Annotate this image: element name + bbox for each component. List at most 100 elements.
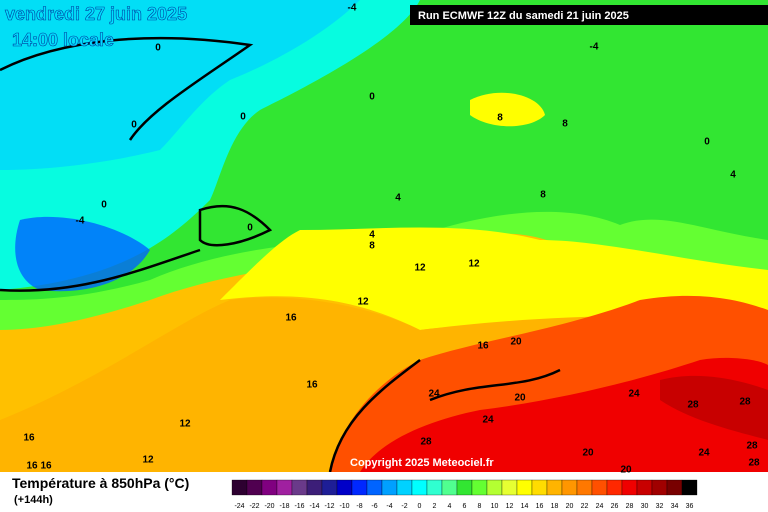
colorbar-cell xyxy=(531,479,548,496)
map-date: vendredi 27 juin 2025 xyxy=(5,4,187,24)
colorbar-label: 0 xyxy=(418,503,422,510)
colorbar-cell xyxy=(231,479,248,496)
contour-label: 12 xyxy=(468,259,480,270)
contour-label: 16 xyxy=(477,341,489,352)
contour-label: 8 xyxy=(562,119,568,130)
colorbar-label: -4 xyxy=(386,503,392,510)
colorbar-label: -12 xyxy=(324,503,334,510)
contour-label: 8 xyxy=(540,190,546,201)
colorbar-label: 30 xyxy=(641,503,649,510)
copyright: Copyright 2025 Meteociel.fr xyxy=(350,457,494,469)
colorbar-label: 26 xyxy=(611,503,619,510)
colorbar-label: 10 xyxy=(491,503,499,510)
colorbar-label: -14 xyxy=(309,503,319,510)
colorbar-label: 20 xyxy=(566,503,574,510)
contour-label: 28 xyxy=(746,441,758,452)
colorbar-label: -18 xyxy=(279,503,289,510)
colorbar-cell xyxy=(336,479,353,496)
colorbar-cell xyxy=(486,479,503,496)
colorbar-label: 8 xyxy=(478,503,482,510)
colorbar: -24 -22 -20 -18 -16 -14 -12 -10 -8 -6 -4 -2 0 2 4 6 8 10 1… xyxy=(231,479,698,510)
contour-label: 16 xyxy=(26,461,38,472)
legend-lead: (+144h) xyxy=(14,494,53,506)
colorbar-label: 14 xyxy=(521,503,529,510)
colorbar-cell xyxy=(681,479,698,496)
contour-label: 0 xyxy=(369,92,375,103)
colorbar-label: 36 xyxy=(686,503,694,510)
colorbar-cell xyxy=(351,479,368,496)
colorbar-label: -8 xyxy=(356,503,362,510)
colorbar-cell xyxy=(441,479,458,496)
colorbar-label: 18 xyxy=(551,503,559,510)
colorbar-cell xyxy=(456,479,473,496)
colorbar-cell xyxy=(636,479,653,496)
colorbar-cell xyxy=(546,479,563,496)
contour-label: 16 xyxy=(285,313,297,324)
contour-label: 28 xyxy=(748,458,760,469)
contour-label: -4 xyxy=(76,216,85,227)
contour-label: 24 xyxy=(428,389,440,400)
colorbar-label: -6 xyxy=(371,503,377,510)
colorbar-label: 2 xyxy=(433,503,437,510)
contour-label: -4 xyxy=(590,42,599,53)
colorbar-label: -22 xyxy=(249,503,259,510)
contour-label: 20 xyxy=(510,337,522,348)
contour-label: 0 xyxy=(131,120,137,131)
colorbar-label: 28 xyxy=(626,503,634,510)
colorbar-label: 4 xyxy=(448,503,452,510)
colorbar-cell xyxy=(516,479,533,496)
colorbar-label: 16 xyxy=(536,503,544,510)
colorbar-cell xyxy=(321,479,338,496)
colorbar-label: -20 xyxy=(264,503,274,510)
colorbar-label: -24 xyxy=(234,503,244,510)
colorbar-cell xyxy=(591,479,608,496)
contour-label: 0 xyxy=(101,200,107,211)
contour-label: 0 xyxy=(704,137,710,148)
contour-label: 16 xyxy=(40,461,52,472)
contour-label: 28 xyxy=(420,437,432,448)
contour-label: 12 xyxy=(142,455,154,466)
colorbar-cell xyxy=(246,479,263,496)
colorbar-cell xyxy=(291,479,308,496)
colorbar-cell xyxy=(366,479,383,496)
colorbar-label: 24 xyxy=(596,503,604,510)
colorbar-label: 34 xyxy=(671,503,679,510)
contour-label: 0 xyxy=(240,112,246,123)
colorbar-cell xyxy=(621,479,638,496)
contour-label: 24 xyxy=(698,448,710,459)
colorbar-label: 22 xyxy=(581,503,589,510)
colorbar-cell xyxy=(561,479,578,496)
contour-label: 4 xyxy=(730,170,736,181)
contour-label: 4 xyxy=(369,230,375,241)
colorbar-cell xyxy=(396,479,413,496)
contour-label: 24 xyxy=(628,389,640,400)
contour-label: 16 xyxy=(306,380,318,391)
colorbar-label: -16 xyxy=(294,503,304,510)
contour-label: 16 xyxy=(23,433,35,444)
contour-label: 12 xyxy=(357,297,369,308)
colorbar-cell xyxy=(426,479,443,496)
contour-label: 8 xyxy=(497,113,503,124)
contour-label: 12 xyxy=(414,263,426,274)
contour-label: 4 xyxy=(395,193,401,204)
legend-title: Température à 850hPa (°C) xyxy=(12,475,189,491)
colorbar-cell xyxy=(381,479,398,496)
contour-label: 28 xyxy=(739,397,751,408)
map-time: 14:00 locale xyxy=(12,30,114,50)
colorbar-cell xyxy=(261,479,278,496)
colorbar-cell xyxy=(501,479,518,496)
colorbar-cell xyxy=(306,479,323,496)
colorbar-label: -2 xyxy=(401,503,407,510)
colorbar-cell xyxy=(606,479,623,496)
contour-label: -4 xyxy=(348,3,357,14)
contour-label: 28 xyxy=(687,400,699,411)
map xyxy=(0,0,768,473)
colorbar-cell xyxy=(651,479,668,496)
colorbar-label: 32 xyxy=(656,503,664,510)
colorbar-label: -10 xyxy=(339,503,349,510)
colorbar-cell xyxy=(666,479,683,496)
contour-label: 0 xyxy=(247,223,253,234)
contour-label: 20 xyxy=(582,448,594,459)
colorbar-cell xyxy=(276,479,293,496)
